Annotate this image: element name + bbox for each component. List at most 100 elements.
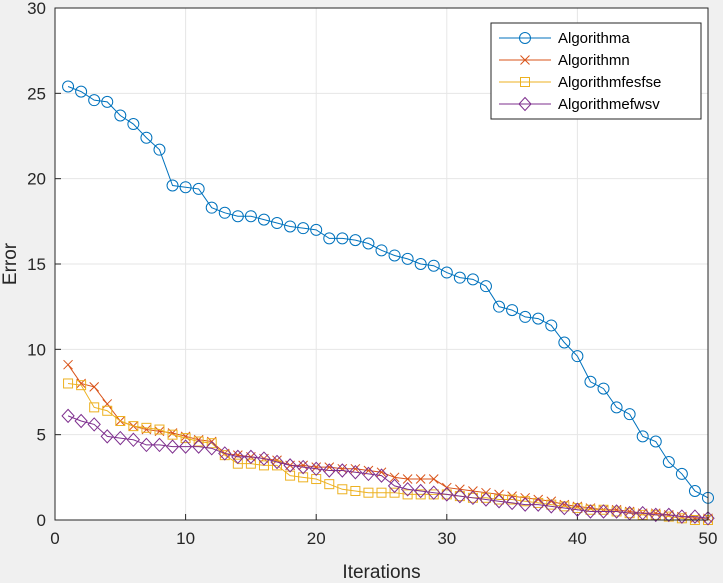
- data-point: [298, 460, 308, 471]
- data-point: [596, 504, 611, 519]
- data-point: [191, 439, 206, 454]
- data-point: [205, 201, 218, 214]
- data-point: [350, 485, 361, 496]
- data-point: [167, 429, 178, 440]
- data-point: [466, 490, 480, 506]
- data-point: [165, 439, 180, 454]
- data-point: [115, 416, 126, 427]
- data-point: [337, 463, 348, 474]
- data-point: [662, 507, 676, 523]
- data-point: [375, 244, 388, 257]
- data-point: [440, 266, 453, 279]
- data-point: [427, 485, 441, 500]
- data-point: [63, 359, 73, 370]
- data-point: [557, 500, 572, 516]
- data-point: [467, 492, 478, 503]
- data-point: [519, 310, 532, 323]
- data-point: [413, 483, 428, 499]
- data-point: [387, 478, 402, 494]
- data-point: [218, 446, 232, 461]
- data-point: [76, 380, 87, 391]
- legend-marker: [520, 77, 530, 87]
- data-point: [311, 462, 322, 472]
- legend-item: Algorithmefwsv: [499, 96, 660, 113]
- data-point: [401, 252, 414, 265]
- data-point: [531, 497, 545, 512]
- data-point: [257, 213, 270, 226]
- data-point: [597, 382, 610, 395]
- data-point: [140, 131, 153, 144]
- data-point: [311, 474, 322, 485]
- data-point: [296, 459, 310, 475]
- y-tick-label: 30: [27, 0, 46, 18]
- x-tick-label: 40: [568, 529, 587, 548]
- data-point: [232, 450, 243, 461]
- data-point: [61, 408, 75, 424]
- data-point: [506, 304, 519, 317]
- legend-item: Algorithma: [499, 30, 630, 47]
- data-point: [283, 458, 297, 473]
- data-point: [244, 449, 258, 465]
- data-point: [102, 405, 113, 416]
- x-tick-label: 20: [307, 529, 326, 548]
- data-point: [298, 472, 309, 483]
- series-algorithmefwsv: [61, 408, 715, 526]
- data-point: [388, 249, 401, 262]
- data-point: [479, 492, 493, 507]
- data-point: [337, 484, 348, 495]
- data-point: [609, 504, 624, 519]
- data-point: [245, 458, 256, 469]
- series-line: [67, 86, 709, 499]
- data-point: [348, 464, 363, 480]
- data-point: [440, 487, 454, 502]
- data-point: [675, 509, 689, 524]
- x-tick-label: 0: [50, 529, 59, 548]
- data-point: [270, 454, 284, 470]
- data-point: [649, 507, 663, 523]
- data-point: [688, 509, 702, 524]
- data-point: [284, 220, 297, 233]
- legend-item: Algorithmn: [499, 52, 630, 69]
- data-point: [428, 474, 439, 484]
- y-tick-label: 10: [27, 340, 46, 359]
- data-point: [89, 402, 100, 413]
- data-point: [102, 399, 113, 409]
- legend-marker: [518, 96, 532, 112]
- series-algorithma: [62, 80, 714, 504]
- data-point: [520, 496, 531, 507]
- data-point: [205, 441, 219, 456]
- x-tick-label: 10: [176, 529, 195, 548]
- legend-label: Algorithmfesfse: [558, 74, 661, 91]
- data-point: [309, 461, 323, 477]
- data-point: [101, 95, 114, 108]
- data-point: [257, 451, 271, 466]
- data-point: [193, 436, 204, 447]
- data-point: [218, 206, 231, 219]
- data-point: [271, 217, 284, 230]
- data-point: [402, 474, 413, 484]
- data-point: [114, 109, 127, 122]
- x-tick-label: 30: [437, 529, 456, 548]
- data-point: [323, 232, 336, 245]
- series-algorithmfesfse: [63, 378, 713, 525]
- legend-box: [490, 22, 702, 120]
- data-point: [583, 504, 598, 519]
- series-layer: [61, 80, 715, 526]
- data-point: [139, 437, 154, 453]
- data-point: [427, 259, 440, 272]
- data-point: [88, 94, 101, 107]
- legend-label: Algorithmn: [558, 52, 630, 69]
- data-point: [272, 460, 283, 471]
- series-line: [67, 415, 709, 519]
- data-point: [453, 271, 466, 284]
- data-point: [285, 470, 296, 481]
- legend-marker: [520, 55, 530, 65]
- data-point: [441, 489, 452, 500]
- data-point: [402, 489, 413, 500]
- data-point: [571, 350, 584, 363]
- y-tick-label: 25: [27, 84, 46, 103]
- data-point: [649, 435, 662, 448]
- data-point: [335, 463, 350, 478]
- data-point: [141, 422, 152, 433]
